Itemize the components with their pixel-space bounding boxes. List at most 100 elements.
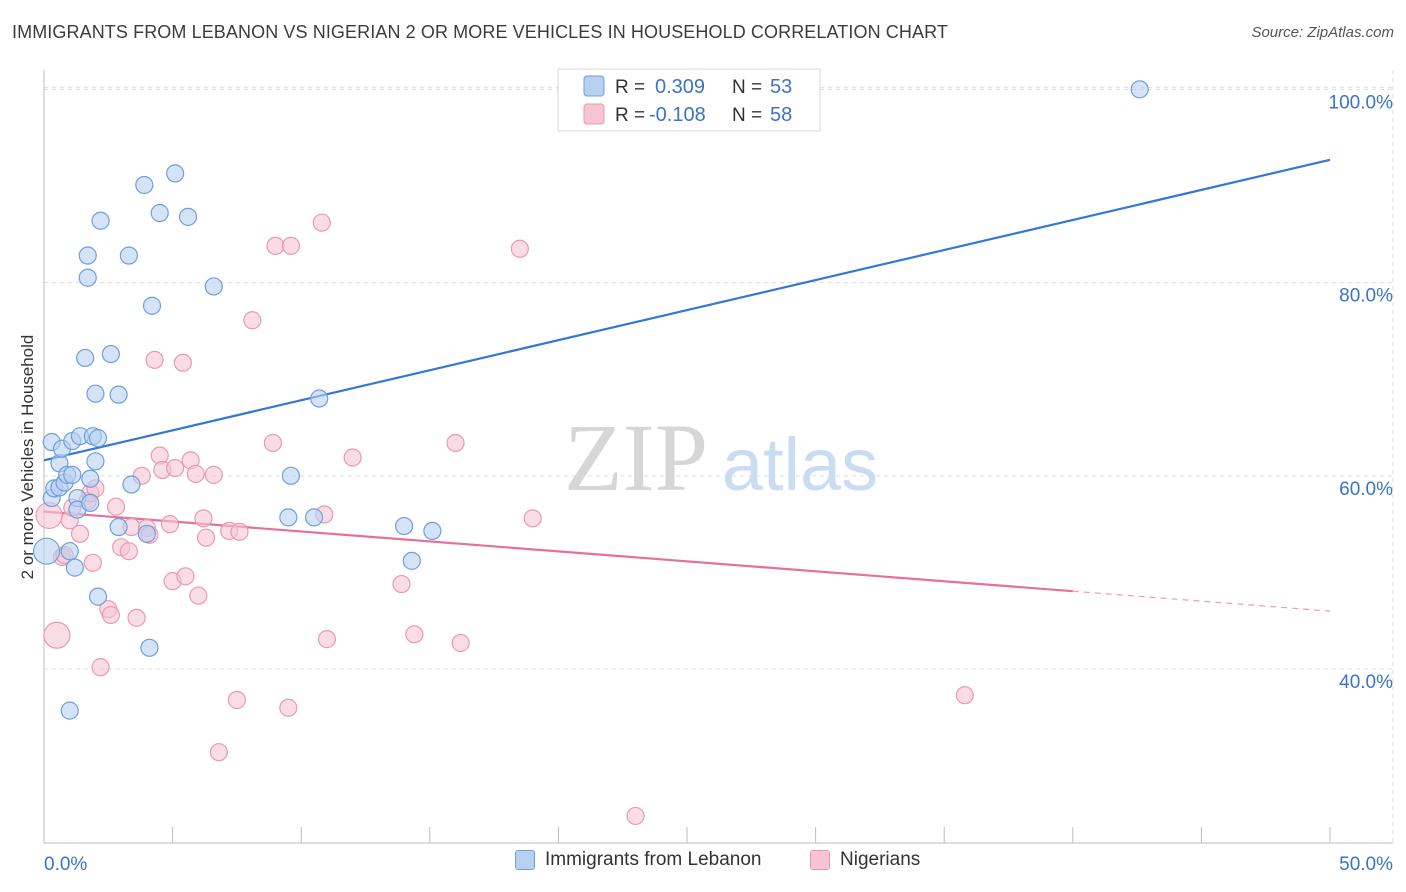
point-nigerians bbox=[279, 698, 298, 717]
point-nigerians bbox=[230, 522, 249, 541]
point-lebanon bbox=[65, 558, 84, 577]
legend-r-label-2: R = bbox=[615, 105, 645, 126]
point-nigerians bbox=[186, 464, 205, 483]
point-nigerians bbox=[281, 236, 301, 255]
point-lebanon bbox=[109, 517, 128, 537]
series-legend-item-nigerians: Nigerians bbox=[810, 849, 920, 871]
point-nigerians bbox=[626, 806, 645, 826]
point-lebanon bbox=[86, 452, 105, 471]
point-nigerians bbox=[392, 574, 411, 594]
point-lebanon bbox=[1130, 80, 1149, 99]
trend-line-nigerians bbox=[43, 510, 1073, 593]
series-label-lebanon: Immigrants from Lebanon bbox=[545, 849, 762, 870]
point-nigerians bbox=[405, 625, 424, 644]
point-nigerians bbox=[189, 586, 208, 605]
x-tick-label: 0.0% bbox=[44, 854, 87, 875]
legend-n-value-1: 53 bbox=[770, 76, 792, 98]
point-lebanon bbox=[119, 246, 138, 265]
tick-label-layer: 40.0% 60.0% 80.0% 100.0% 0.0% 50.0% bbox=[44, 92, 1393, 875]
point-nigerians bbox=[70, 524, 90, 543]
legend-r-value-1: 0.309 bbox=[655, 76, 705, 98]
point-nigerians bbox=[106, 497, 126, 516]
point-lebanon bbox=[60, 701, 79, 720]
point-lebanon bbox=[88, 429, 108, 448]
point-nigerians bbox=[119, 542, 138, 561]
point-lebanon bbox=[78, 246, 97, 265]
legend-swatch-nigerians bbox=[583, 103, 605, 125]
point-nigerians bbox=[160, 515, 180, 534]
point-nigerians bbox=[173, 353, 192, 372]
y-axis-title: 2 or more Vehicles in Household bbox=[18, 334, 37, 580]
x-tick-label: 50.0% bbox=[1339, 854, 1393, 875]
trend-layer bbox=[43, 158, 1331, 612]
point-nigerians bbox=[176, 567, 195, 586]
point-lebanon bbox=[310, 389, 329, 408]
watermark-atlas: atlas bbox=[722, 423, 878, 506]
point-nigerians bbox=[194, 509, 213, 528]
point-nigerians bbox=[317, 630, 337, 649]
point-nigerians bbox=[343, 448, 362, 467]
point-lebanon bbox=[394, 516, 414, 536]
point-lebanon bbox=[32, 537, 61, 565]
point-nigerians bbox=[145, 350, 164, 369]
point-lebanon bbox=[78, 268, 97, 287]
point-nigerians bbox=[263, 433, 283, 453]
point-lebanon bbox=[204, 277, 223, 296]
point-nigerians bbox=[166, 458, 185, 478]
point-nigerians bbox=[196, 528, 216, 547]
y-tick-label: 40.0% bbox=[1339, 672, 1393, 693]
point-lebanon bbox=[279, 508, 298, 527]
series-swatch-nigerians bbox=[810, 850, 830, 870]
zipatlas-watermark: ZIP atlas bbox=[564, 404, 878, 511]
point-lebanon bbox=[101, 344, 120, 364]
series-legend: Immigrants from Lebanon Nigerians bbox=[0, 849, 1406, 879]
point-nigerians bbox=[510, 239, 529, 258]
legend-n-label-1: N = bbox=[732, 77, 762, 98]
source-label: Source: ZipAtlas.com bbox=[1251, 24, 1394, 41]
point-lebanon bbox=[88, 587, 108, 606]
series-legend-item-lebanon: Immigrants from Lebanon bbox=[515, 849, 762, 871]
point-lebanon bbox=[142, 296, 162, 315]
point-nigerians bbox=[204, 465, 223, 484]
watermark-zip: ZIP bbox=[564, 404, 708, 511]
series-label-nigerians: Nigerians bbox=[840, 849, 921, 870]
point-lebanon bbox=[402, 551, 421, 570]
legend-r-value-2: -0.108 bbox=[649, 104, 706, 126]
legend-swatch-lebanon bbox=[583, 75, 605, 97]
legend-n-value-2: 58 bbox=[770, 104, 792, 126]
point-nigerians bbox=[127, 608, 146, 627]
trend-line-extrapolated bbox=[1072, 590, 1331, 612]
point-lebanon bbox=[423, 521, 442, 541]
y-tick-label: 100.0% bbox=[1329, 92, 1394, 113]
point-nigerians bbox=[227, 690, 246, 710]
point-nigerians bbox=[266, 236, 285, 255]
point-lebanon bbox=[81, 469, 100, 488]
point-lebanon bbox=[76, 348, 95, 368]
point-lebanon bbox=[140, 638, 159, 657]
point-nigerians bbox=[243, 311, 262, 330]
point-nigerians bbox=[312, 213, 331, 232]
point-lebanon bbox=[304, 508, 324, 527]
point-nigerians bbox=[451, 633, 470, 653]
point-lebanon bbox=[122, 475, 141, 494]
series-swatch-lebanon bbox=[515, 850, 535, 870]
point-lebanon bbox=[60, 542, 79, 561]
y-tick-label: 80.0% bbox=[1339, 286, 1393, 307]
point-lebanon bbox=[166, 164, 185, 183]
stats-legend: R = 0.309 N = 53 R = -0.108 N = 58 bbox=[557, 68, 821, 132]
point-lebanon bbox=[137, 524, 156, 543]
point-nigerians bbox=[91, 658, 110, 677]
point-nigerians bbox=[83, 553, 102, 572]
point-lebanon bbox=[86, 384, 105, 403]
point-nigerians bbox=[209, 743, 228, 762]
point-nigerians bbox=[101, 605, 120, 625]
point-lebanon bbox=[63, 465, 82, 484]
legend-r-label-1: R = bbox=[615, 77, 645, 98]
point-nigerians bbox=[446, 433, 465, 453]
point-lebanon bbox=[81, 493, 100, 512]
point-nigerians bbox=[955, 686, 974, 705]
y-tick-label: 60.0% bbox=[1339, 479, 1393, 500]
axis-layer bbox=[43, 70, 1393, 844]
points-layer bbox=[32, 80, 1149, 826]
